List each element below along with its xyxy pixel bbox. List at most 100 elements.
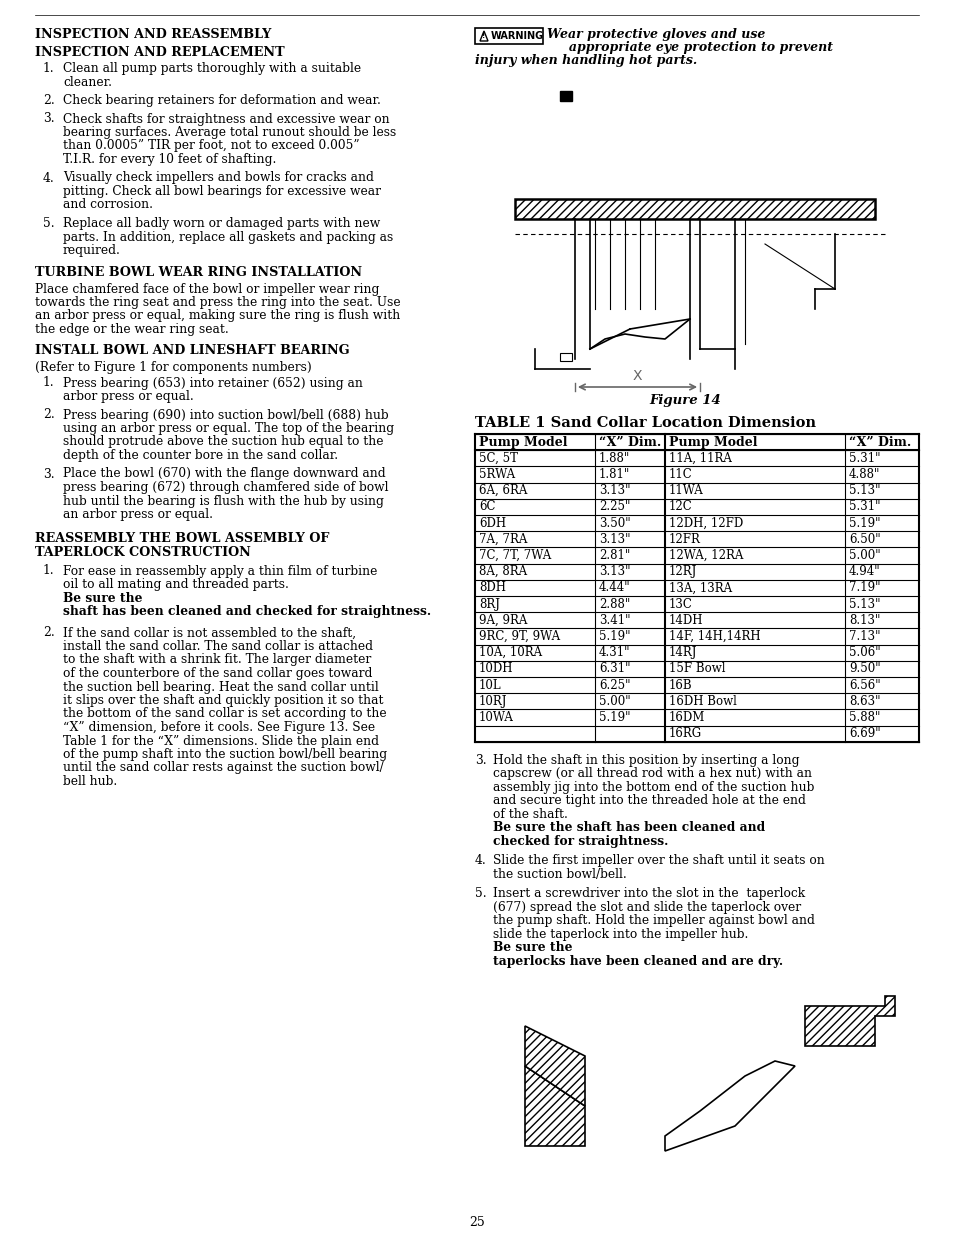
Text: Check bearing retainers for deformation and wear.: Check bearing retainers for deformation … xyxy=(63,94,380,107)
Polygon shape xyxy=(664,1061,794,1151)
Text: 1.: 1. xyxy=(43,564,54,578)
Text: 10DH: 10DH xyxy=(478,662,513,676)
Polygon shape xyxy=(524,1026,584,1107)
Text: 2.25": 2.25" xyxy=(598,500,630,514)
Text: shaft has been cleaned and checked for straightness.: shaft has been cleaned and checked for s… xyxy=(63,605,431,618)
Text: 3.: 3. xyxy=(475,753,486,767)
Text: 1.88": 1.88" xyxy=(598,452,630,464)
Text: 9RC, 9T, 9WA: 9RC, 9T, 9WA xyxy=(478,630,559,643)
Text: capscrew (or all thread rod with a hex nut) with an: capscrew (or all thread rod with a hex n… xyxy=(493,767,811,781)
Text: INSPECTION AND REPLACEMENT: INSPECTION AND REPLACEMENT xyxy=(35,46,284,59)
Text: 1.: 1. xyxy=(43,62,54,75)
Text: 3.13": 3.13" xyxy=(598,484,630,498)
Text: 5.: 5. xyxy=(475,887,486,900)
Text: Visually check impellers and bowls for cracks and: Visually check impellers and bowls for c… xyxy=(63,172,374,184)
Text: 1.81": 1.81" xyxy=(598,468,630,480)
Text: parts. In addition, replace all gaskets and packing as: parts. In addition, replace all gaskets … xyxy=(63,231,393,243)
Text: INSTALL BOWL AND LINESHAFT BEARING: INSTALL BOWL AND LINESHAFT BEARING xyxy=(35,345,349,357)
Text: 2.: 2. xyxy=(43,94,54,107)
Text: 6A, 6RA: 6A, 6RA xyxy=(478,484,527,498)
Text: Place the bowl (670) with the flange downward and: Place the bowl (670) with the flange dow… xyxy=(63,468,385,480)
Text: an arbor press or equal, making sure the ring is flush with: an arbor press or equal, making sure the… xyxy=(35,310,400,322)
Text: Place chamfered face of the bowl or impeller wear ring: Place chamfered face of the bowl or impe… xyxy=(35,283,379,295)
Text: 2.88": 2.88" xyxy=(598,598,630,610)
Text: 8.63": 8.63" xyxy=(848,695,880,708)
Text: Pump Model: Pump Model xyxy=(668,436,757,448)
Text: 10WA: 10WA xyxy=(478,711,514,724)
Text: 11A, 11RA: 11A, 11RA xyxy=(668,452,731,464)
Text: 10L: 10L xyxy=(478,678,501,692)
Text: T.I.R. for every 10 feet of shafting.: T.I.R. for every 10 feet of shafting. xyxy=(63,153,276,165)
Text: TURBINE BOWL WEAR RING INSTALLATION: TURBINE BOWL WEAR RING INSTALLATION xyxy=(35,267,362,279)
Text: and corrosion.: and corrosion. xyxy=(63,199,152,211)
Text: 12DH, 12FD: 12DH, 12FD xyxy=(668,516,742,530)
Text: 12FR: 12FR xyxy=(668,532,700,546)
Bar xyxy=(559,353,572,361)
Text: required.: required. xyxy=(63,245,121,257)
Text: X: X xyxy=(632,369,641,383)
Text: WARNING: WARNING xyxy=(491,31,543,41)
Text: 12C: 12C xyxy=(668,500,692,514)
Text: Be sure the shaft has been cleaned and: Be sure the shaft has been cleaned and xyxy=(493,821,764,835)
Bar xyxy=(515,199,874,219)
Text: Check shafts for straightness and excessive wear on: Check shafts for straightness and excess… xyxy=(63,112,389,126)
Text: 3.13": 3.13" xyxy=(598,566,630,578)
Text: hub until the bearing is flush with the hub by using: hub until the bearing is flush with the … xyxy=(63,494,383,508)
Text: TABLE 1 Sand Collar Location Dimension: TABLE 1 Sand Collar Location Dimension xyxy=(475,416,815,430)
Text: Be sure the: Be sure the xyxy=(63,592,142,604)
Text: depth of the counter bore in the sand collar.: depth of the counter bore in the sand co… xyxy=(63,450,337,462)
Text: 5.00": 5.00" xyxy=(598,695,630,708)
Text: 8A, 8RA: 8A, 8RA xyxy=(478,566,527,578)
Text: 3.: 3. xyxy=(43,112,54,126)
Text: For ease in reassembly apply a thin film of turbine: For ease in reassembly apply a thin film… xyxy=(63,564,377,578)
Text: If the sand collar is not assembled to the shaft,: If the sand collar is not assembled to t… xyxy=(63,626,355,640)
Text: 6.31": 6.31" xyxy=(598,662,630,676)
Text: 11WA: 11WA xyxy=(668,484,703,498)
Text: 5.06": 5.06" xyxy=(848,646,880,659)
Text: 7.19": 7.19" xyxy=(848,582,880,594)
Text: 5.88": 5.88" xyxy=(848,711,880,724)
Text: 8DH: 8DH xyxy=(478,582,505,594)
Text: cleaner.: cleaner. xyxy=(63,75,112,89)
Text: the suction bell bearing. Heat the sand collar until: the suction bell bearing. Heat the sand … xyxy=(63,680,378,694)
Text: Press bearing (690) into suction bowl/bell (688) hub: Press bearing (690) into suction bowl/be… xyxy=(63,409,388,421)
Text: 4.: 4. xyxy=(43,172,54,184)
Text: 5.31": 5.31" xyxy=(848,452,880,464)
Text: 7A, 7RA: 7A, 7RA xyxy=(478,532,527,546)
Text: Table 1 for the “X” dimensions. Slide the plain end: Table 1 for the “X” dimensions. Slide th… xyxy=(63,735,378,747)
Text: Replace all badly worn or damaged parts with new: Replace all badly worn or damaged parts … xyxy=(63,217,380,230)
Text: 5.19": 5.19" xyxy=(598,711,630,724)
Text: 5.19": 5.19" xyxy=(848,516,880,530)
Text: 4.31": 4.31" xyxy=(598,646,630,659)
Text: 9.50": 9.50" xyxy=(848,662,880,676)
Text: 10RJ: 10RJ xyxy=(478,695,507,708)
Text: 1.: 1. xyxy=(43,377,54,389)
Polygon shape xyxy=(524,1066,584,1146)
Bar xyxy=(559,91,572,101)
Text: 12WA, 12RA: 12WA, 12RA xyxy=(668,550,742,562)
Text: the bottom of the sand collar is set according to the: the bottom of the sand collar is set acc… xyxy=(63,708,386,720)
Text: 16B: 16B xyxy=(668,678,692,692)
Text: Figure 14: Figure 14 xyxy=(648,394,720,408)
Text: 5.13": 5.13" xyxy=(848,598,880,610)
Text: 4.88": 4.88" xyxy=(848,468,880,480)
Text: slide the taperlock into the impeller hub.: slide the taperlock into the impeller hu… xyxy=(493,927,752,941)
Text: Be sure the: Be sure the xyxy=(493,941,572,955)
Text: press bearing (672) through chamfered side of bowl: press bearing (672) through chamfered si… xyxy=(63,480,388,494)
Text: of the shaft.: of the shaft. xyxy=(493,808,571,821)
Text: checked for straightness.: checked for straightness. xyxy=(493,835,668,847)
Polygon shape xyxy=(479,31,488,41)
Text: 5.19": 5.19" xyxy=(598,630,630,643)
Text: 4.: 4. xyxy=(475,855,486,867)
Text: Press bearing (653) into retainer (652) using an: Press bearing (653) into retainer (652) … xyxy=(63,377,362,389)
Text: “X” dimension, before it cools. See Figure 13. See: “X” dimension, before it cools. See Figu… xyxy=(63,721,375,734)
Text: and secure tight into the threaded hole at the end: and secure tight into the threaded hole … xyxy=(493,794,805,808)
Text: 6DH: 6DH xyxy=(478,516,506,530)
Text: 7C, 7T, 7WA: 7C, 7T, 7WA xyxy=(478,550,551,562)
Text: Pump Model: Pump Model xyxy=(478,436,567,448)
Text: of the counterbore of the sand collar goes toward: of the counterbore of the sand collar go… xyxy=(63,667,372,680)
Text: 8.13": 8.13" xyxy=(848,614,880,627)
Text: REASSEMBLY THE BOWL ASSEMBLY OF: REASSEMBLY THE BOWL ASSEMBLY OF xyxy=(35,532,329,546)
Text: 3.: 3. xyxy=(43,468,54,480)
Text: bell hub.: bell hub. xyxy=(63,776,117,788)
